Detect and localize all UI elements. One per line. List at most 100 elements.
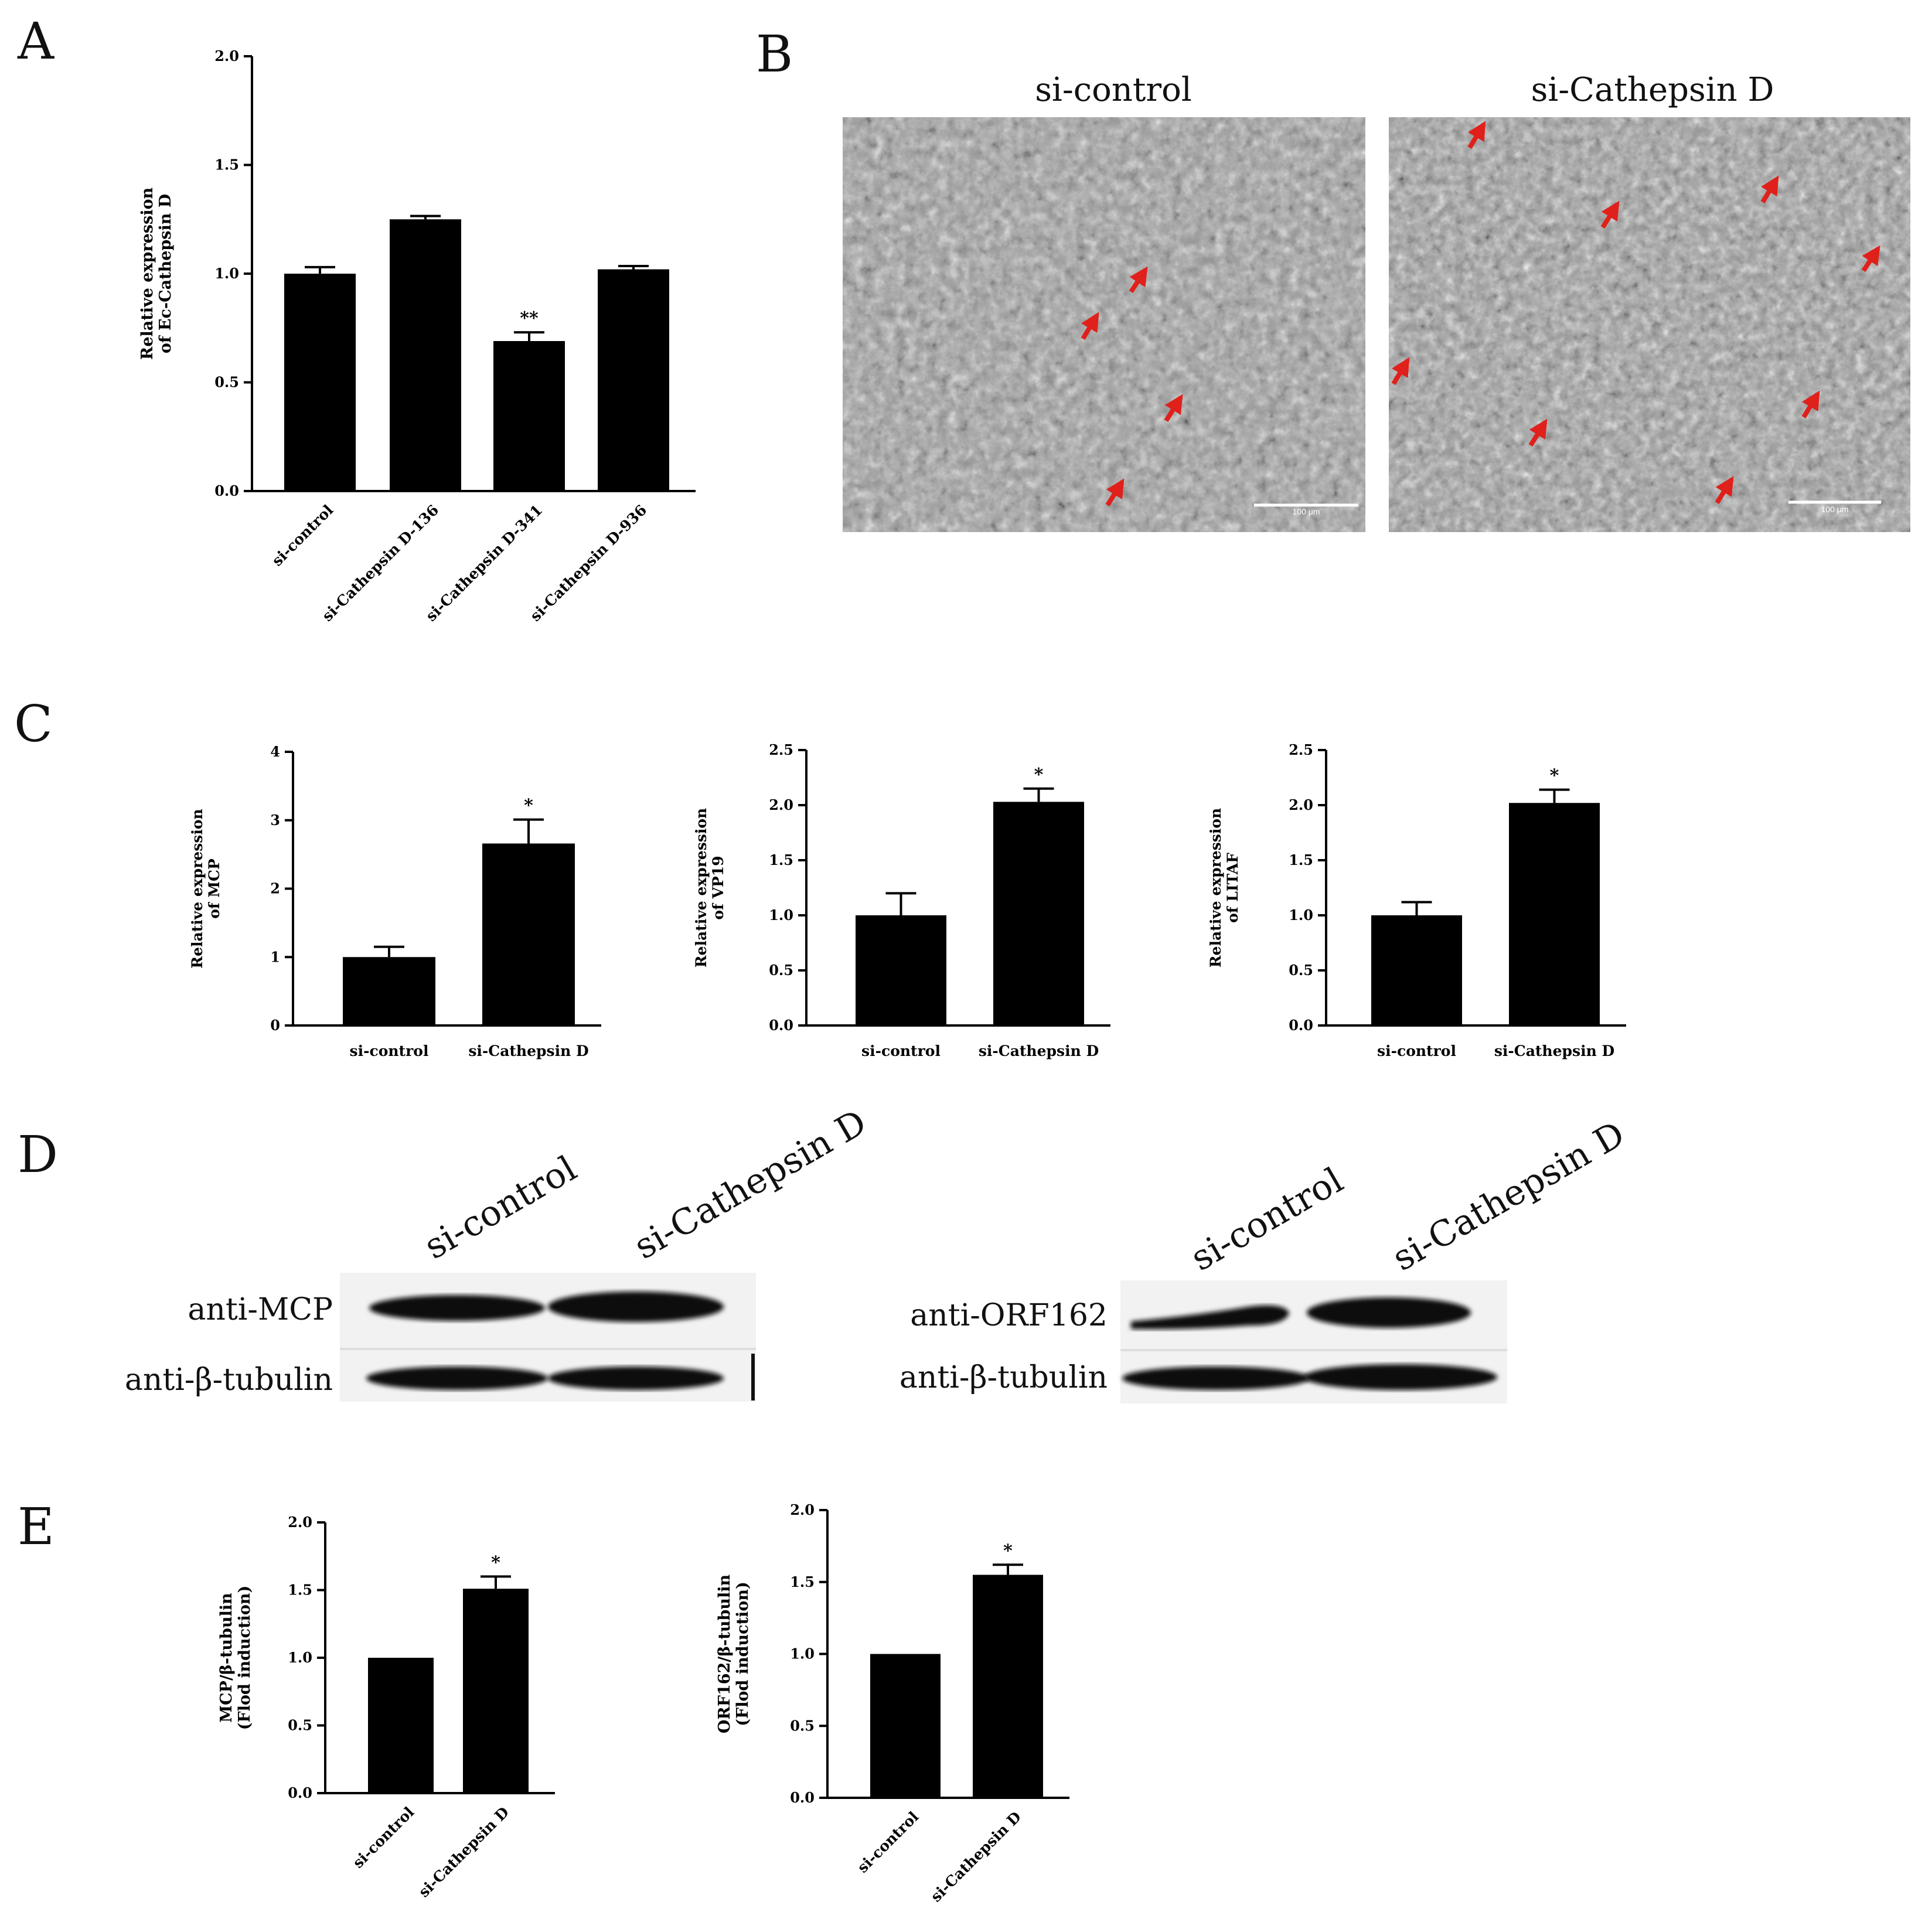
chart-c-mcp: 0 1 2 3 4 Relative expressionof MCP si-control…	[189, 743, 601, 1059]
y-axis-label-line: Relative expression	[1207, 808, 1224, 967]
y-tick-label: 1.0	[1289, 907, 1313, 924]
y-tick-label: 0.0	[769, 1017, 793, 1034]
y-axis-label-line: MCP/β-tubulin	[217, 1593, 236, 1723]
y-tick-label: 2.5	[769, 741, 793, 758]
bar	[870, 1654, 941, 1798]
y-tick-label: 1.5	[1289, 851, 1313, 868]
red-arrow	[1861, 245, 1880, 272]
y-tick-label: 1.5	[288, 1582, 312, 1599]
category-label: si-Cathepsin D	[468, 1042, 588, 1059]
y-tick-label: 2.0	[1289, 796, 1313, 813]
category-label: si-control	[268, 502, 336, 570]
y-tick-label: 0.0	[214, 482, 239, 499]
panel-label-e: E	[18, 1498, 54, 1556]
bar	[463, 1589, 529, 1793]
bar	[368, 1658, 434, 1793]
bar	[1371, 915, 1462, 1025]
category-label: si-Cathepsin D	[1494, 1042, 1614, 1059]
significance-marker: *	[1034, 765, 1044, 785]
panel-label-b: B	[756, 25, 793, 84]
y-tick-label: 3	[270, 812, 280, 829]
y-tick-label: 2.0	[790, 1501, 815, 1518]
y-tick-label: 1.0	[790, 1645, 815, 1662]
red-arrows	[1391, 121, 1880, 505]
y-tick-label: 0.0	[1289, 1017, 1313, 1034]
blot-band	[1304, 1364, 1497, 1390]
western-blot-left: si-control si-Cathepsin D anti-MCP anti-…	[125, 1102, 873, 1402]
blot-band	[369, 1295, 545, 1321]
significance-marker: *	[1003, 1541, 1013, 1561]
y-tick-label: 2.0	[214, 47, 239, 64]
blot-divider	[340, 1348, 756, 1350]
blot-band	[1122, 1367, 1310, 1390]
red-arrows	[1081, 266, 1183, 507]
category-label: si-Cathepsin D-341	[423, 502, 546, 625]
y-axis-label-line: of VP19	[710, 856, 727, 919]
y-axis-label: Relative expressionof VP19	[693, 808, 727, 967]
blot-row-label: anti-β-tubulin	[900, 1360, 1108, 1395]
red-arrow	[1391, 357, 1410, 386]
red-arrow	[1105, 478, 1125, 507]
category-label: si-control	[861, 1042, 941, 1059]
y-axis-label-line: (Flod induction)	[734, 1582, 752, 1726]
blot-row-label: anti-MCP	[188, 1292, 333, 1327]
micrograph-texture	[843, 117, 1365, 532]
y-tick-label: 2	[270, 880, 280, 897]
category-label: si-Cathepsin D	[979, 1042, 1099, 1059]
blot-band	[1131, 1305, 1289, 1330]
chart-a: 0.0 0.5 1.0 1.5 2.0 Relative expressionof Ec-…	[138, 47, 696, 625]
blot-lane-label: si-control	[418, 1148, 584, 1267]
red-arrow	[1801, 390, 1820, 419]
panel-label-d: D	[18, 1126, 58, 1184]
blot-band	[548, 1292, 724, 1322]
chart-c-vp19: 0.0 0.5 1.0 1.5 2.0 2.5 Relative expressionof …	[693, 741, 1110, 1059]
y-axis-label-line: of Ec-Cathepsin D	[156, 194, 175, 353]
category-label: si-Cathepsin D	[415, 1804, 513, 1901]
bar	[993, 802, 1084, 1025]
y-tick-label: 4	[270, 743, 280, 760]
y-axis-label-line: Relative expression	[189, 809, 206, 968]
blot-band	[548, 1367, 724, 1390]
y-tick-label: 1.5	[790, 1573, 815, 1590]
red-arrow	[1600, 200, 1620, 229]
blot-band	[1307, 1297, 1471, 1328]
y-tick-label: 0.5	[214, 374, 239, 391]
y-tick-label: 0.5	[769, 962, 793, 979]
y-tick-label: 0.0	[288, 1784, 312, 1801]
category-label: si-control	[1377, 1042, 1456, 1059]
y-tick-label: 2.0	[769, 796, 793, 813]
y-axis-label: MCP/β-tubulin(Flod induction)	[217, 1586, 254, 1730]
significance-marker: *	[1550, 766, 1559, 786]
micrograph-title-si-cathepsin-d: si-Cathepsin D	[1531, 71, 1774, 109]
category-label: si-Cathepsin D-936	[527, 502, 650, 625]
y-tick-label: 0.5	[288, 1717, 312, 1734]
bar	[493, 341, 565, 491]
category-label: si-Cathepsin D-136	[319, 502, 442, 625]
scale-bar-label: 100 μm	[1293, 507, 1320, 516]
significance-marker: *	[524, 796, 533, 816]
bar	[482, 843, 575, 1025]
y-axis-label: Relative expressionof Ec-Cathepsin D	[138, 188, 175, 360]
blot-lane-label: si-control	[1184, 1160, 1350, 1279]
significance-marker: **	[520, 308, 539, 329]
y-tick-label: 0.5	[790, 1717, 815, 1734]
y-tick-label: 1.0	[214, 265, 239, 282]
micrograph-title-si-control: si-control	[1035, 71, 1192, 109]
y-tick-label: 0	[270, 1017, 280, 1034]
blot-band	[366, 1367, 548, 1390]
y-axis-label: Relative expressionof MCP	[189, 809, 223, 968]
micrograph-texture	[1389, 117, 1910, 532]
bar	[856, 915, 946, 1025]
chart-e-orf162-tubulin: 0.0 0.5 1.0 1.5 2.0 ORF162/β-tubulin(Flod ind…	[716, 1501, 1069, 1905]
panel-label-c: C	[14, 695, 53, 754]
y-axis-label-line: of LITAF	[1224, 853, 1241, 923]
red-arrow	[1081, 312, 1099, 340]
red-arrow	[1164, 394, 1183, 422]
y-tick-label: 1.0	[769, 907, 793, 924]
y-axis-label-line: ORF162/β-tubulin	[716, 1575, 734, 1734]
y-tick-label: 2.0	[288, 1514, 312, 1531]
category-label: si-control	[349, 1804, 417, 1872]
category-label: si-control	[350, 1042, 429, 1059]
blot-divider	[1120, 1349, 1507, 1351]
